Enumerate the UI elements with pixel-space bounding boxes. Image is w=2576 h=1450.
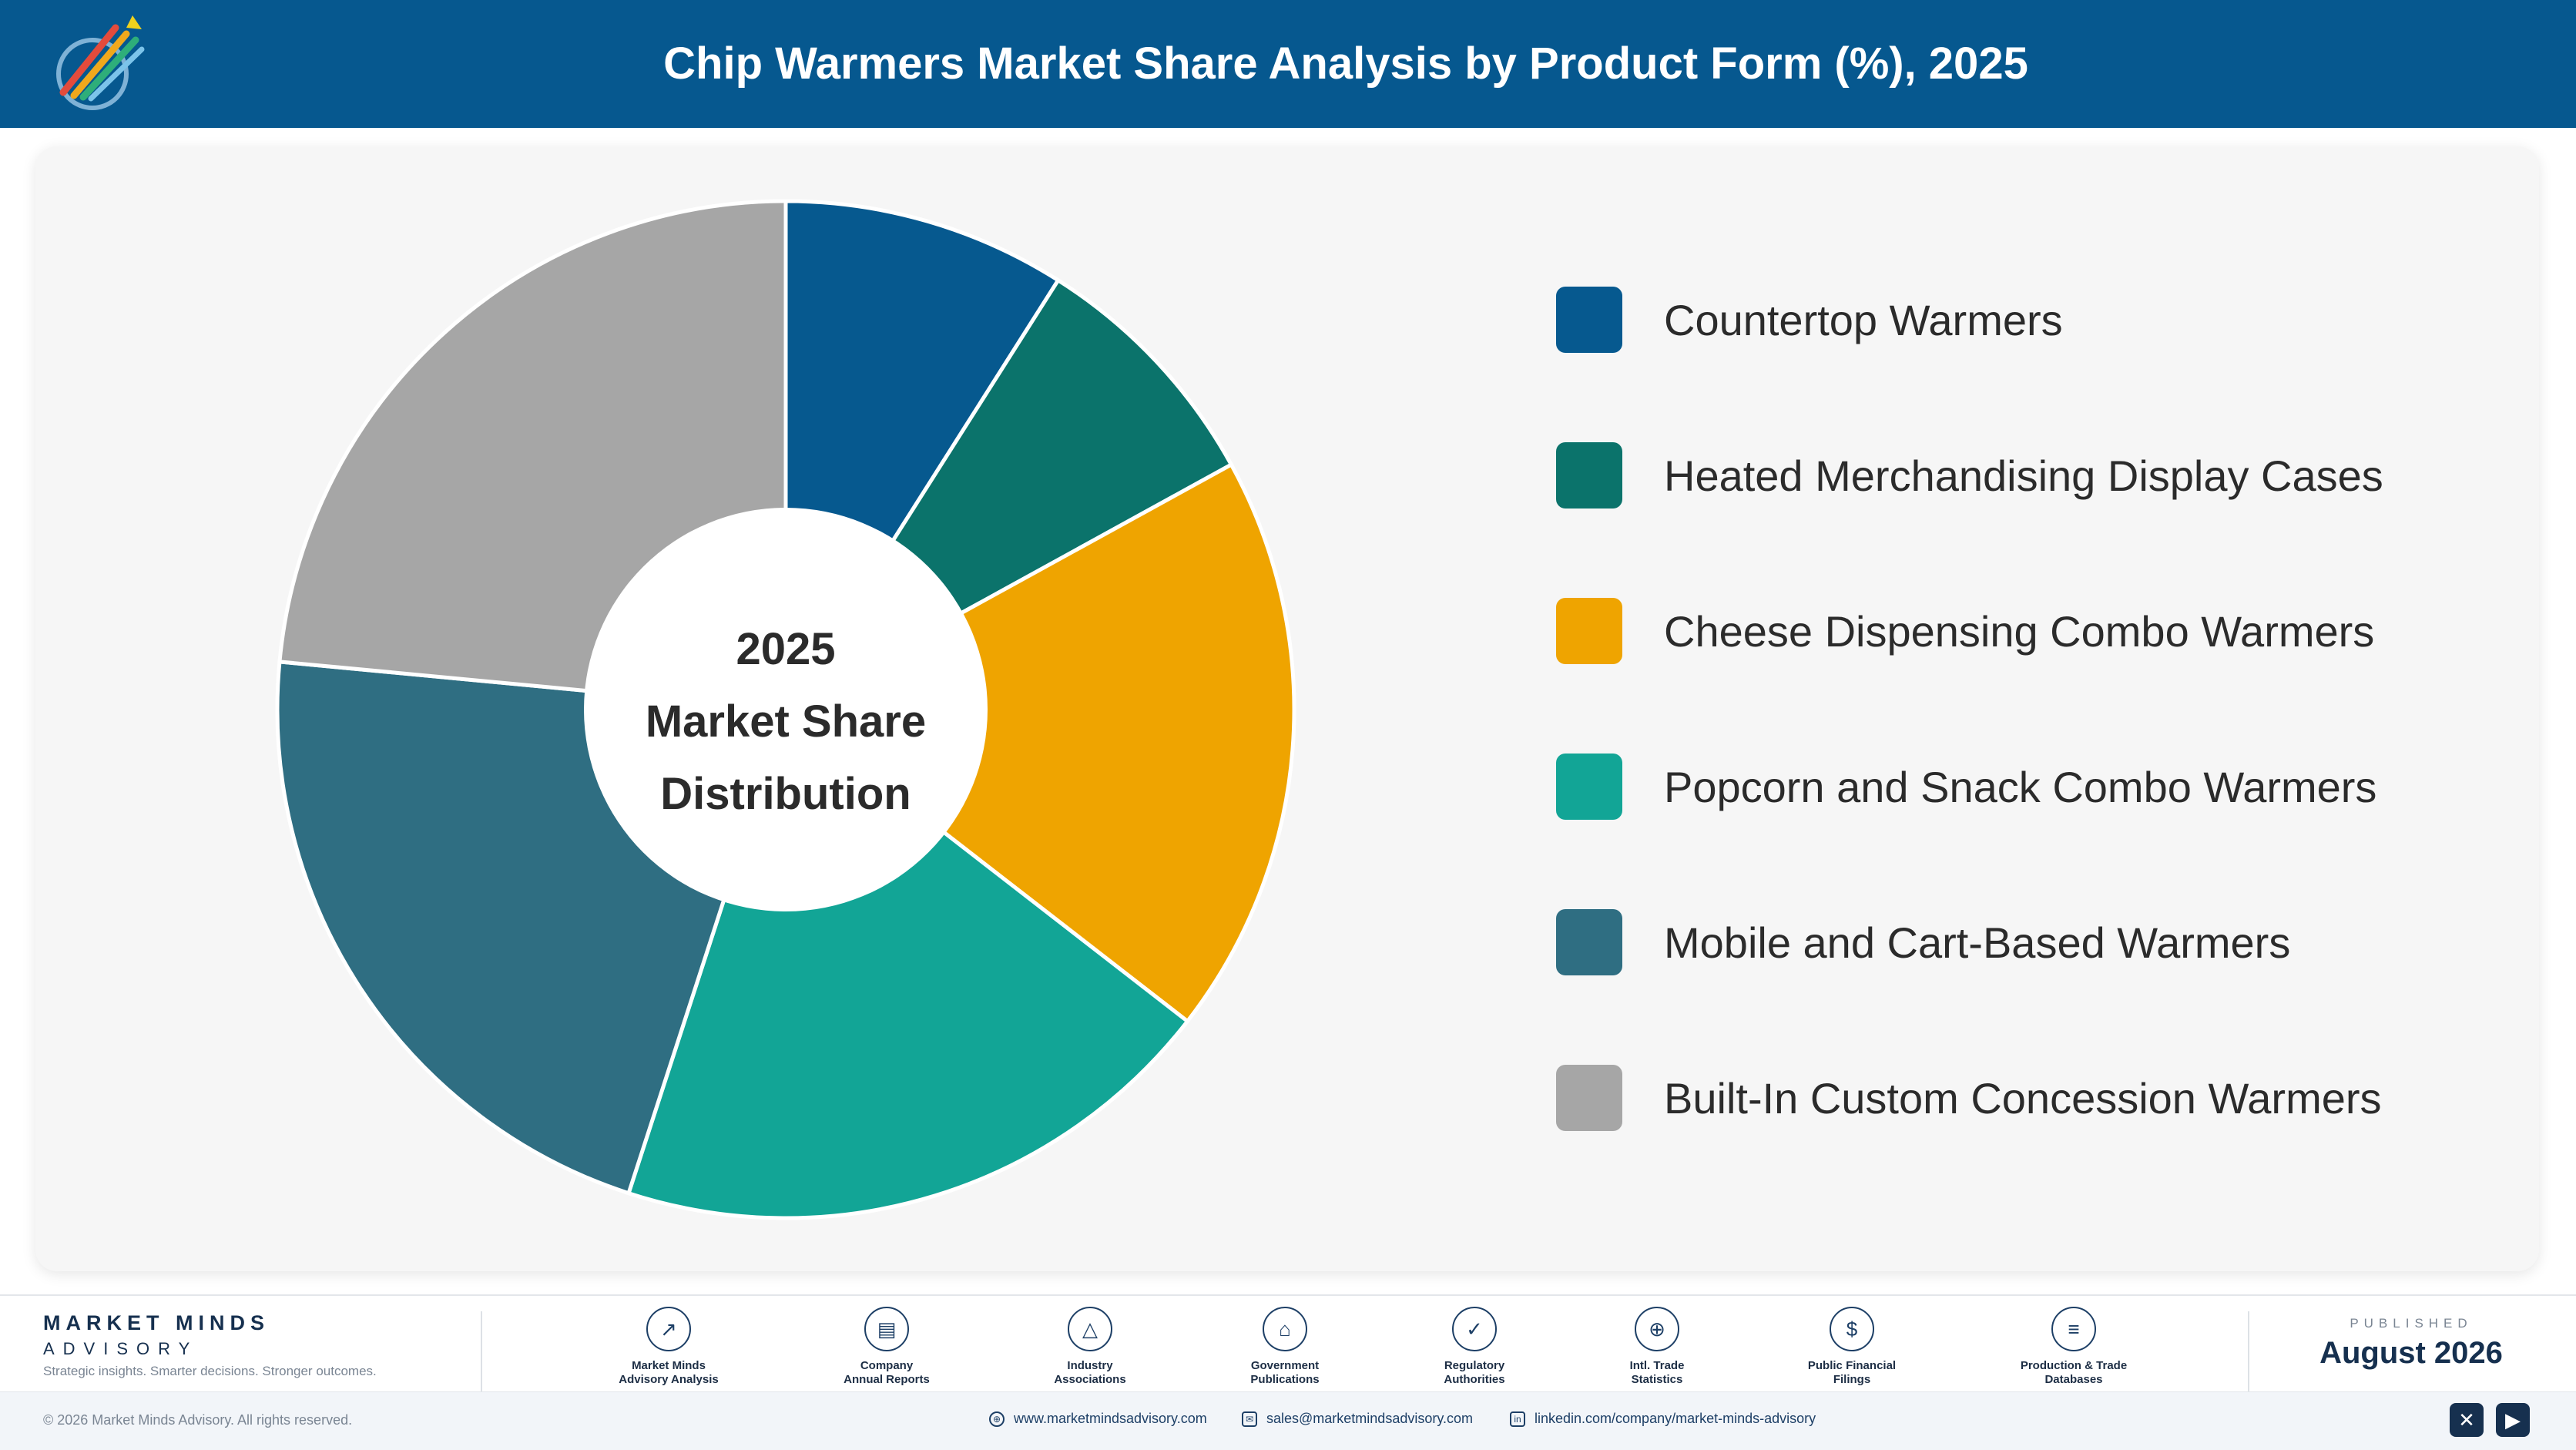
linkedin-icon: in (1510, 1411, 1525, 1427)
donut-hole (584, 508, 988, 911)
brand-tagline: Strategic insights. Smarter decisions. S… (43, 1364, 377, 1378)
website-text: www.marketmindsadvisory.com (1014, 1411, 1207, 1426)
legend-item: Heated Merchandising Display Cases (1556, 441, 2383, 510)
legend-item: Built-In Custom Concession Warmers (1556, 1063, 2382, 1133)
legend-label: Heated Merchandising Display Cases (1664, 451, 2383, 500)
document-icon: ▤ (864, 1307, 909, 1351)
legend-swatch (1556, 287, 1622, 353)
legend-swatch (1556, 1065, 1622, 1131)
legend-label: Mobile and Cart-Based Warmers (1664, 918, 2291, 967)
legend-swatch (1556, 598, 1622, 664)
published-date: August 2026 (2319, 1336, 2503, 1370)
shield-check-icon: ✓ (1452, 1307, 1497, 1351)
bottom-bar: © 2026 Market Minds Advisory. All rights… (0, 1391, 2576, 1450)
source-label: Company Annual Reports (844, 1359, 930, 1386)
center-label-line-1: 2025 (736, 624, 835, 674)
legend-item: Popcorn and Snack Combo Warmers (1556, 752, 2376, 821)
market-minds-logo-icon (56, 15, 145, 110)
source-item: ↗ Market Minds Advisory Analysis (584, 1307, 753, 1387)
website-link[interactable]: ⊕ www.marketmindsadvisory.com (989, 1411, 1207, 1427)
linkedin-text: linkedin.com/company/market-minds-adviso… (1535, 1411, 1816, 1426)
linkedin-link[interactable]: in linkedin.com/company/market-minds-adv… (1510, 1411, 1816, 1427)
source-label: Regulatory Authorities (1444, 1359, 1505, 1386)
center-label-line-2: Market Share (646, 696, 926, 747)
legend-item: Cheese Dispensing Combo Warmers (1556, 596, 2374, 666)
email-link[interactable]: ✉ sales@marketmindsadvisory.com (1242, 1411, 1473, 1427)
network-icon: △ (1068, 1307, 1112, 1351)
envelope-icon: ✉ (1242, 1411, 1257, 1427)
published-label: PUBLISHED (2350, 1316, 2473, 1331)
pie-slice-3 (782, 462, 1296, 1025)
source-item: ≡ Production & Trade Databases (1989, 1307, 2158, 1387)
donut-chart: 2025 Market Share Distribution (277, 201, 1296, 1218)
source-label: Government Publications (1250, 1359, 1320, 1386)
legend-item: Mobile and Cart-Based Warmers (1556, 908, 2290, 977)
source-item: ✓ Regulatory Authorities (1390, 1307, 1559, 1387)
legend-swatch (1556, 442, 1622, 509)
source-label: Market Minds Advisory Analysis (619, 1359, 719, 1386)
database-icon: ≡ (2051, 1307, 2096, 1351)
brand-subtitle: ADVISORY (43, 1339, 199, 1358)
dollar-coin-icon: $ (1830, 1307, 1874, 1351)
center-label-line-3: Distribution (660, 769, 911, 819)
source-item: ⊕ Intl. Trade Statistics (1572, 1307, 1742, 1387)
legend-label: Cheese Dispensing Combo Warmers (1664, 606, 2375, 656)
legend-item: Countertop Warmers (1556, 285, 2063, 354)
x-icon[interactable]: ✕ (2450, 1403, 2484, 1437)
source-item: $ Public Financial Filings (1767, 1307, 1937, 1387)
header-bar: Chip Warmers Market Share Analysis by Pr… (0, 0, 2576, 128)
source-label: Production & Trade Databases (2020, 1359, 2128, 1386)
footer-divider (2248, 1311, 2249, 1393)
globe-icon: ⊕ (1635, 1307, 1679, 1351)
source-label: Industry Associations (1054, 1359, 1126, 1386)
email-text: sales@marketmindsadvisory.com (1266, 1411, 1474, 1426)
chart-line-icon: ↗ (646, 1307, 691, 1351)
legend-swatch (1556, 909, 1622, 975)
legend-label: Countertop Warmers (1664, 295, 2063, 344)
source-item: ▤ Company Annual Reports (802, 1307, 971, 1387)
source-item: △ Industry Associations (1005, 1307, 1175, 1387)
youtube-icon[interactable]: ▶ (2496, 1403, 2530, 1437)
source-item: ⌂ Government Publications (1200, 1307, 1370, 1387)
source-label: Public Financial Filings (1807, 1359, 1897, 1386)
source-label: Intl. Trade Statistics (1629, 1359, 1685, 1386)
legend-swatch (1556, 754, 1622, 820)
page-title: Chip Warmers Market Share Analysis by Pr… (663, 39, 2028, 89)
legend-label: Built-In Custom Concession Warmers (1664, 1073, 2382, 1123)
copyright: © 2026 Market Minds Advisory. All rights… (43, 1412, 353, 1428)
brand-name: MARKET MINDS (43, 1311, 270, 1334)
government-building-icon: ⌂ (1263, 1307, 1307, 1351)
legend-label: Popcorn and Snack Combo Warmers (1664, 762, 2377, 811)
globe-icon: ⊕ (989, 1411, 1005, 1427)
footer-divider (481, 1311, 482, 1393)
